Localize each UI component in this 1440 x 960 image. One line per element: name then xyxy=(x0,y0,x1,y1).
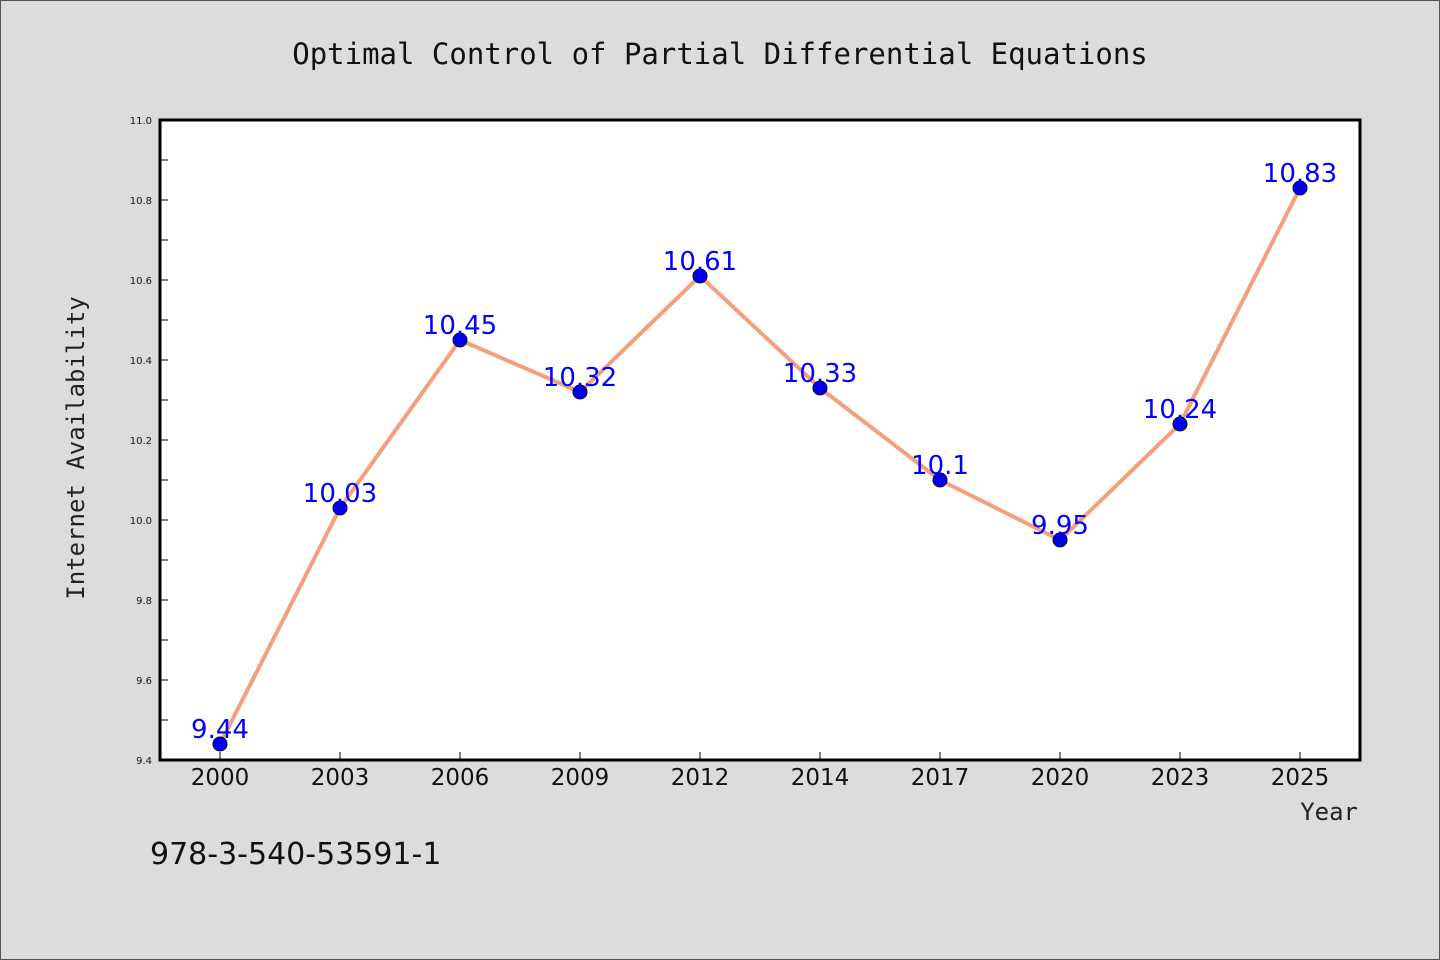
data-label: 9.44 xyxy=(191,715,249,745)
x-tick-label: 2014 xyxy=(791,765,850,791)
x-tick-label: 2020 xyxy=(1031,765,1090,791)
data-point xyxy=(1052,532,1068,548)
data-label: 10.1 xyxy=(911,451,969,481)
y-tick-label: 10.2 xyxy=(130,436,152,447)
data-label: 10.03 xyxy=(303,479,377,509)
data-label: 9.95 xyxy=(1031,511,1089,541)
x-tick-label: 2000 xyxy=(191,765,250,791)
data-label: 10.61 xyxy=(663,247,737,277)
data-point xyxy=(572,384,588,400)
data-labels: 9.44 10.03 10.45 10.32 10.61 10.33 10.1 9.95 10.… xyxy=(191,159,1337,745)
isbn-footer: 978-3-540-53591-1 xyxy=(150,837,441,872)
y-tick-label: 9.4 xyxy=(136,756,152,767)
data-point xyxy=(812,380,828,396)
data-label: 10.45 xyxy=(423,311,497,341)
y-tick-label: 10.6 xyxy=(130,276,152,287)
plot-area xyxy=(158,118,1362,762)
data-point xyxy=(1172,416,1188,432)
x-tick-label: 2006 xyxy=(431,765,490,791)
x-axis: 2000 2003 2006 2009 2012 2014 2017 2020 2023 2025 xyxy=(191,752,1330,791)
x-axis-title: Year xyxy=(1300,798,1358,826)
data-point xyxy=(212,736,228,752)
series-line xyxy=(218,186,1302,746)
data-point xyxy=(332,500,348,516)
x-tick-label: 2017 xyxy=(911,765,970,791)
y-tick-label: 9.8 xyxy=(136,596,152,607)
data-label: 10.24 xyxy=(1143,395,1217,425)
data-label: 10.83 xyxy=(1263,159,1337,189)
series-layer xyxy=(212,180,1308,752)
x-tick-label: 2003 xyxy=(311,765,370,791)
chart-title: Optimal Control of Partial Differential … xyxy=(292,37,1148,71)
data-point xyxy=(692,268,708,284)
x-tick-label: 2023 xyxy=(1151,765,1210,791)
data-point xyxy=(1292,180,1308,196)
x-tick-label: 2012 xyxy=(671,765,730,791)
y-tick-label: 9.6 xyxy=(136,676,152,687)
data-label: 10.33 xyxy=(783,359,857,389)
y-axis: 9.4 9.6 9.8 10.0 10.2 10.4 10.6 10.8 11.0 xyxy=(130,116,168,767)
data-point xyxy=(932,472,948,488)
y-tick-label: 10.4 xyxy=(130,356,152,367)
y-tick-label: 11.0 xyxy=(130,116,152,127)
x-tick-label: 2025 xyxy=(1271,765,1330,791)
y-tick-label: 10.8 xyxy=(130,196,152,207)
data-label: 10.32 xyxy=(543,363,617,393)
data-point xyxy=(452,332,468,348)
y-axis-title: Internet Availability xyxy=(62,296,90,599)
x-tick-label: 2009 xyxy=(551,765,610,791)
y-tick-label: 10.0 xyxy=(130,516,152,527)
